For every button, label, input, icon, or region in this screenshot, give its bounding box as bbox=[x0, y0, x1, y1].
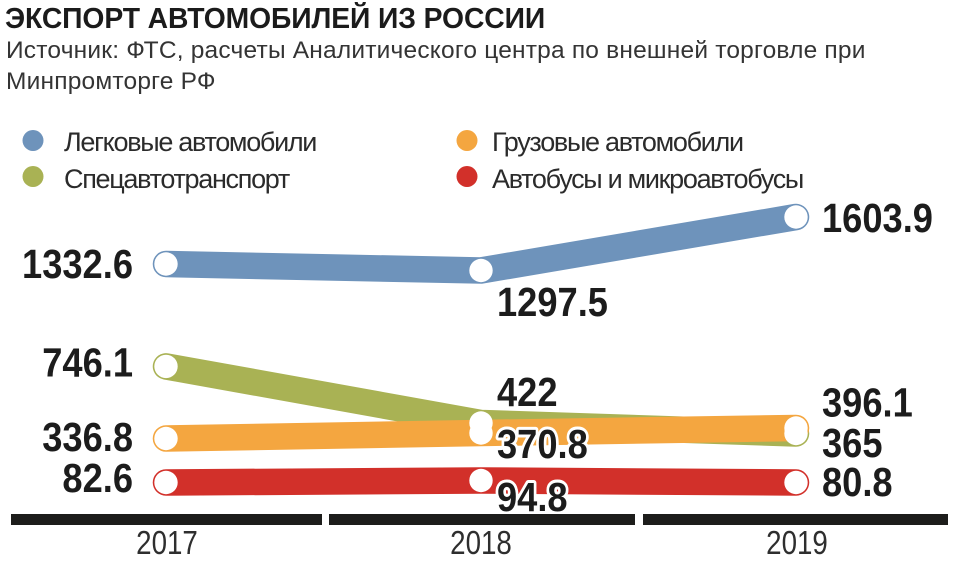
svg-text:Минпромторге РФ: Минпромторге РФ bbox=[6, 68, 216, 95]
svg-text:1332.6: 1332.6 bbox=[22, 242, 133, 288]
svg-text:2019: 2019 bbox=[766, 525, 828, 562]
svg-text:Автобусы и микроавтобусы: Автобусы и микроавтобусы bbox=[492, 164, 803, 194]
svg-text:1603.9: 1603.9 bbox=[822, 196, 933, 242]
svg-text:1297.5: 1297.5 bbox=[497, 280, 608, 326]
svg-text:Спецавтотранспорт: Спецавтотранспорт bbox=[64, 164, 290, 194]
svg-text:82.6: 82.6 bbox=[62, 456, 133, 502]
svg-text:422: 422 bbox=[497, 370, 558, 416]
svg-text:370.8: 370.8 bbox=[497, 422, 588, 468]
svg-text:746.1: 746.1 bbox=[42, 340, 133, 386]
svg-text:94.8: 94.8 bbox=[497, 475, 568, 521]
svg-text:365: 365 bbox=[822, 421, 883, 467]
svg-text:ЭКСПОРТ АВТОМОБИЛЕЙ ИЗ РОССИИ: ЭКСПОРТ АВТОМОБИЛЕЙ ИЗ РОССИИ bbox=[5, 2, 545, 34]
svg-text:2018: 2018 bbox=[450, 525, 512, 562]
svg-text:80.8: 80.8 bbox=[822, 460, 893, 506]
svg-text:Грузовые автомобили: Грузовые автомобили bbox=[492, 127, 743, 157]
svg-text:2017: 2017 bbox=[136, 525, 198, 562]
svg-text:Источник: ФТС, расчеты Аналити: Источник: ФТС, расчеты Аналитического це… bbox=[6, 37, 866, 64]
svg-text:Легковые автомобили: Легковые автомобили bbox=[64, 127, 316, 157]
svg-text:336.8: 336.8 bbox=[42, 415, 133, 461]
svg-text:396.1: 396.1 bbox=[822, 380, 913, 426]
